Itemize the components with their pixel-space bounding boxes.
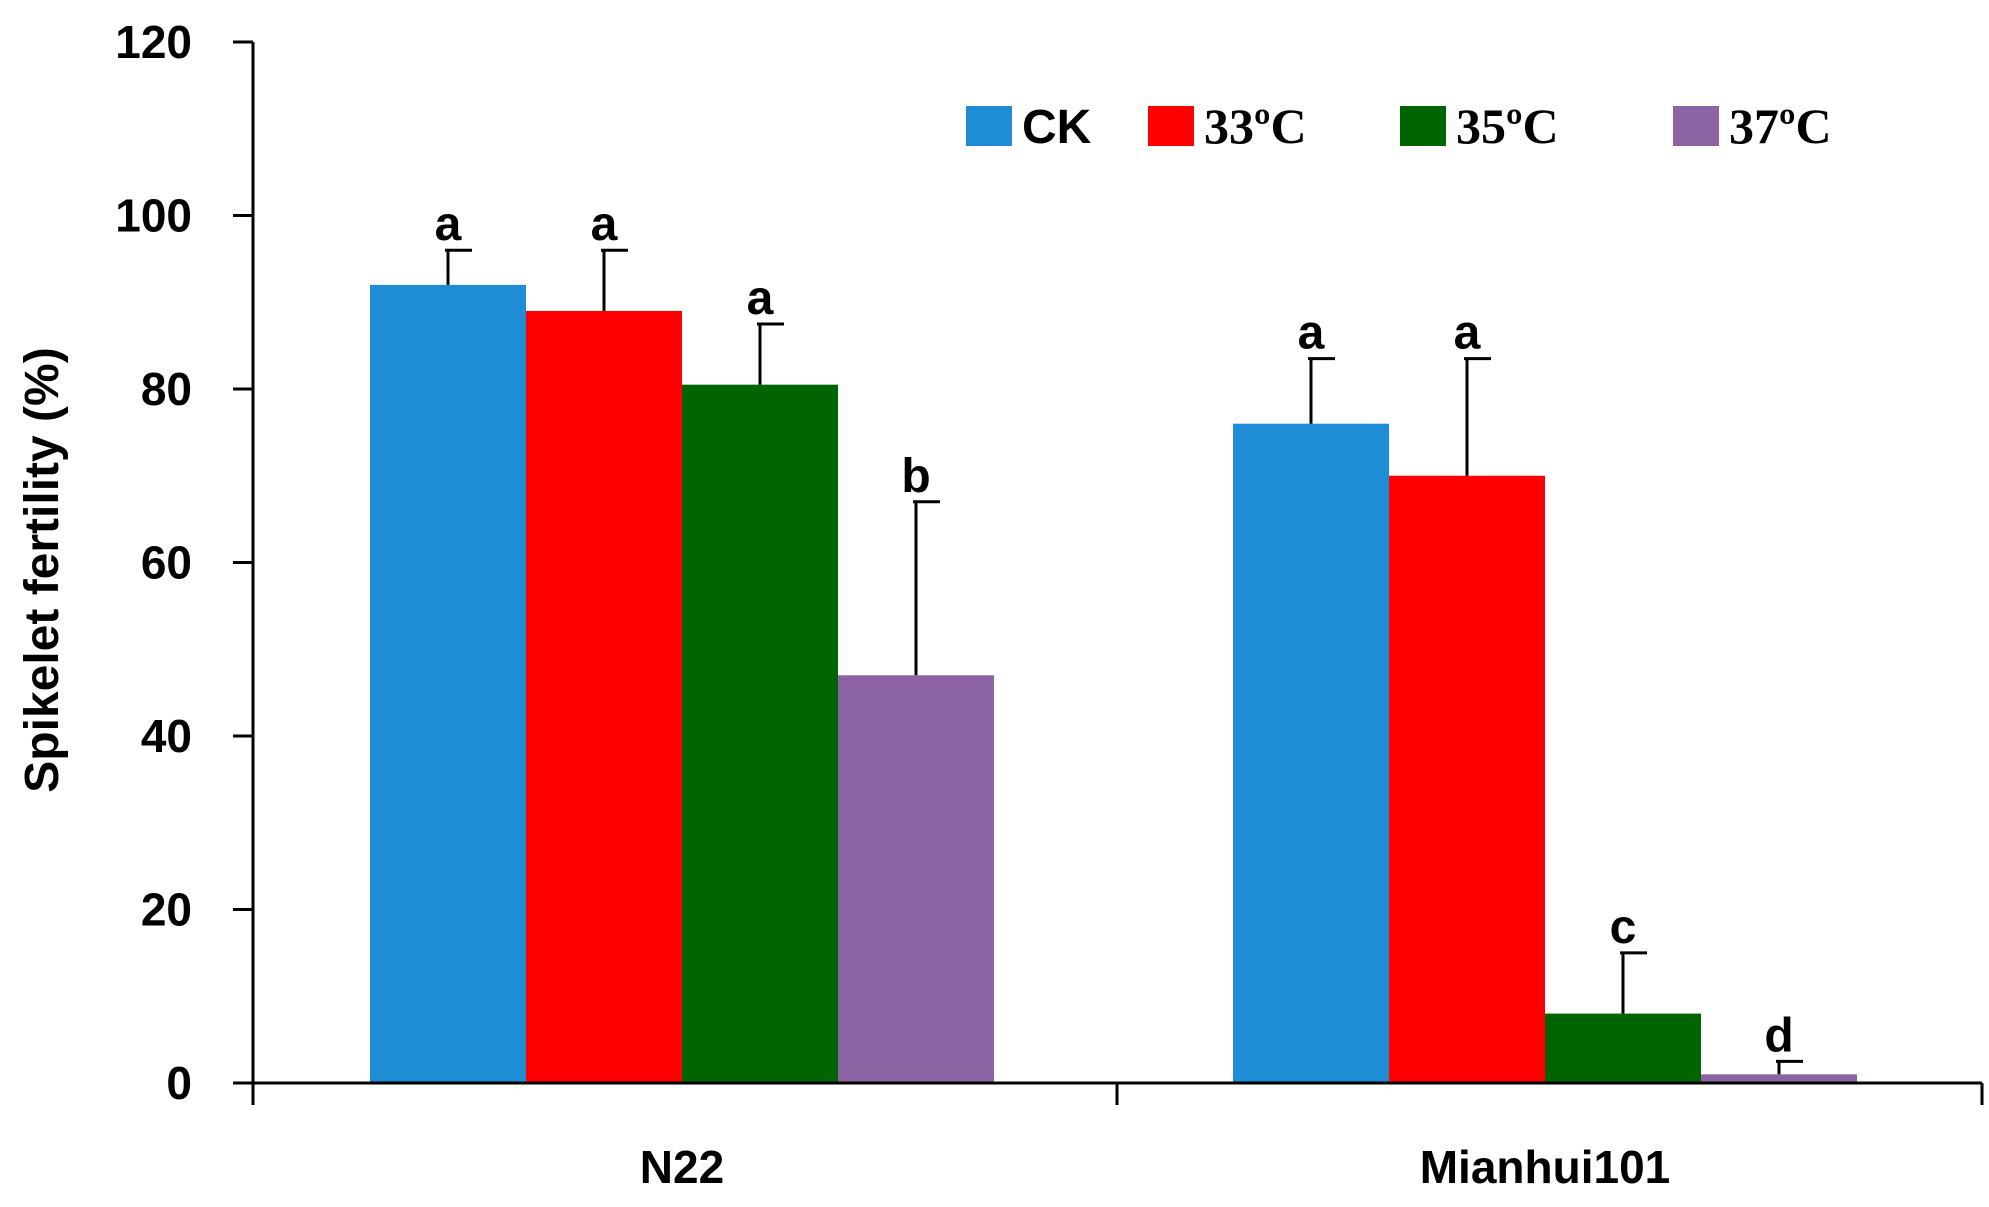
y-tick-label-0: 0 <box>166 1057 192 1109</box>
sig-label-N22-37ºC: b <box>901 450 930 503</box>
sig-label-N22-33ºC: a <box>591 198 618 251</box>
x-label-Mianhui101: Mianhui101 <box>1420 1141 1671 1193</box>
x-axis-ticks <box>251 1083 1984 1105</box>
legend-label-CK: CK <box>1022 101 1092 154</box>
sig-label-N22-CK: a <box>435 198 462 251</box>
sig-label-Mianhui101-33ºC: a <box>1454 307 1481 360</box>
legend-swatch-35ºC <box>1400 106 1446 146</box>
bar-Mianhui101-CK <box>1233 423 1389 1083</box>
sig-label-Mianhui101-37ºC: d <box>1764 1009 1793 1062</box>
sig-label-Mianhui101-CK: a <box>1298 307 1325 360</box>
y-tick-label-80: 80 <box>141 363 192 415</box>
bar-N22-35ºC <box>682 384 838 1084</box>
x-label-N22: N22 <box>640 1141 724 1193</box>
y-axis-ticks: 0 20 40 60 80 100 120 <box>115 16 253 1109</box>
y-tick-label-120: 120 <box>115 16 192 68</box>
bar-Mianhui101-35ºC <box>1545 1013 1701 1083</box>
bar-N22-37ºC <box>838 675 994 1083</box>
significance-labels: a a a b a a c d <box>435 198 1794 1062</box>
legend-swatch-CK <box>966 106 1012 146</box>
y-axis-label: Spikelet fertility (%) <box>16 347 69 792</box>
legend-label-37ºC: 37ºC <box>1729 98 1832 154</box>
bar-N22-33ºC <box>526 310 682 1083</box>
y-tick-label-60: 60 <box>141 537 192 589</box>
bar-Mianhui101-33ºC <box>1389 475 1545 1083</box>
sig-label-N22-35ºC: a <box>747 272 774 325</box>
y-tick-label-100: 100 <box>115 190 192 242</box>
bar-N22-CK <box>370 284 526 1083</box>
legend-swatch-33ºC <box>1148 106 1194 146</box>
legend-swatch-37ºC <box>1673 106 1719 146</box>
y-tick-label-40: 40 <box>141 710 192 762</box>
bars <box>370 284 1857 1084</box>
y-tick-label-20: 20 <box>141 884 192 936</box>
bar-Mianhui101-37ºC <box>1701 1074 1857 1083</box>
error-bars <box>445 248 1803 1075</box>
sig-label-Mianhui101-35ºC: c <box>1610 901 1637 954</box>
category-labels: N22 Mianhui101 <box>640 1141 1670 1193</box>
legend-label-35ºC: 35ºC <box>1456 98 1559 154</box>
legend-label-33ºC: 33ºC <box>1204 98 1307 154</box>
legend: CK 33ºC 35ºC 37ºC <box>966 98 1832 154</box>
